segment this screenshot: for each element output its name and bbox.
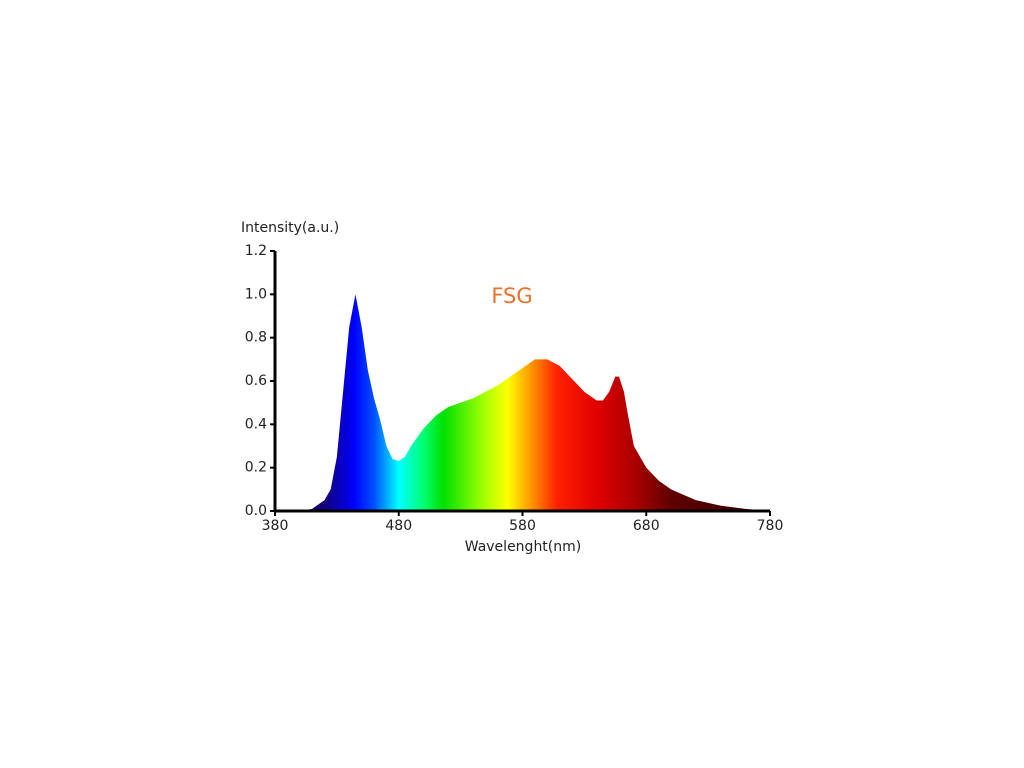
spectrum-area (275, 294, 770, 511)
x-tick-label: 380 (262, 518, 289, 534)
x-tick-label: 580 (509, 518, 536, 534)
y-tick-label: 0.2 (245, 460, 267, 476)
y-tick-label: 1.0 (245, 286, 267, 302)
x-tick-label: 680 (633, 518, 660, 534)
x-tick-label: 480 (385, 518, 412, 534)
x-axis-label: Wavelenght(nm) (465, 539, 581, 555)
y-tick-label: 1.2 (245, 243, 267, 259)
y-tick-label: 0.0 (245, 503, 267, 519)
x-tick-label: 780 (757, 518, 784, 534)
y-tick-label: 0.8 (245, 330, 267, 346)
y-tick-label: 0.4 (245, 416, 267, 432)
chart-title: FSG (491, 284, 532, 308)
y-axis-label: Intensity(a.u.) (241, 220, 339, 236)
y-tick-label: 0.6 (245, 373, 267, 389)
